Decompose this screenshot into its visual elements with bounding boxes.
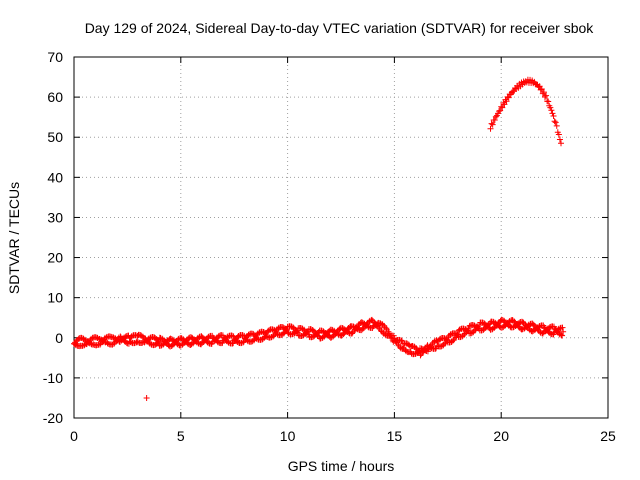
grid-lines — [74, 57, 608, 418]
data-point — [545, 98, 552, 105]
data-point — [465, 326, 472, 333]
series-sdtvar — [71, 316, 567, 359]
y-tick-label: 50 — [47, 129, 63, 145]
data-point — [229, 332, 236, 339]
data-point — [497, 107, 504, 114]
x-tick-label: 25 — [600, 428, 616, 444]
x-tick-label: 10 — [280, 428, 296, 444]
data-point — [283, 326, 290, 333]
data-point — [560, 328, 567, 335]
data-point — [492, 113, 499, 120]
data-point — [239, 332, 246, 339]
data-point — [155, 338, 162, 345]
data-point — [294, 329, 301, 336]
data-point — [501, 101, 508, 108]
y-tick-label: 40 — [47, 169, 63, 185]
data-point — [529, 328, 536, 335]
y-axis-label: SDTVAR / TECUs — [6, 182, 22, 294]
data-point — [547, 104, 554, 111]
data-point — [505, 94, 512, 101]
data-point — [559, 332, 566, 339]
y-tick-label: -10 — [43, 370, 63, 386]
data-point — [553, 122, 560, 129]
data-point — [549, 110, 556, 117]
data-point — [368, 316, 375, 323]
data-point — [498, 103, 505, 110]
data-point — [541, 93, 548, 100]
plot-frame — [73, 56, 609, 419]
data-point — [451, 335, 458, 342]
y-tick-label: 20 — [47, 250, 63, 266]
data-point — [539, 90, 546, 97]
chart-title: Day 129 of 2024, Sidereal Day-to-day VTE… — [85, 20, 595, 36]
data-point — [489, 121, 496, 128]
data-point — [500, 99, 507, 106]
y-tick-label: 60 — [47, 89, 63, 105]
y-tick-label: 70 — [47, 49, 63, 65]
data-point — [398, 337, 405, 344]
x-axis-label: GPS time / hours — [288, 458, 395, 474]
data-point — [293, 328, 300, 335]
data-point — [134, 338, 141, 345]
data-point — [543, 92, 550, 99]
y-tick-label: -20 — [43, 410, 63, 426]
data-point — [551, 118, 558, 125]
data-point — [503, 98, 510, 105]
y-tick-label: 30 — [47, 209, 63, 225]
series-outlier — [143, 394, 150, 401]
data-point — [559, 324, 566, 331]
x-tick-label: 0 — [70, 428, 78, 444]
data-point — [487, 125, 494, 132]
data-point — [240, 339, 247, 346]
data-point — [555, 131, 562, 138]
data-point — [538, 86, 545, 93]
data-point — [552, 119, 559, 126]
x-tick-label: 20 — [493, 428, 509, 444]
series-sdtvar-arc — [487, 76, 565, 147]
data-point — [556, 136, 563, 143]
data-point — [548, 107, 555, 114]
y-tick-label: 10 — [47, 290, 63, 306]
data-marks — [71, 76, 567, 401]
data-point — [397, 345, 404, 352]
data-point — [558, 140, 565, 147]
data-point — [537, 86, 544, 93]
data-point — [488, 120, 495, 127]
axis-ticks: 0 5 10 15 20 25 -20 -10 0 10 20 30 40 50 60 70 — [43, 49, 616, 444]
data-point — [499, 104, 506, 111]
y-tick-label: 0 — [55, 330, 63, 346]
data-point — [406, 342, 413, 349]
data-point — [143, 394, 150, 401]
x-tick-label: 15 — [387, 428, 403, 444]
data-point — [550, 113, 557, 120]
x-tick-label: 5 — [177, 428, 185, 444]
data-point — [491, 116, 498, 123]
data-point — [540, 89, 547, 96]
data-point — [390, 332, 397, 339]
